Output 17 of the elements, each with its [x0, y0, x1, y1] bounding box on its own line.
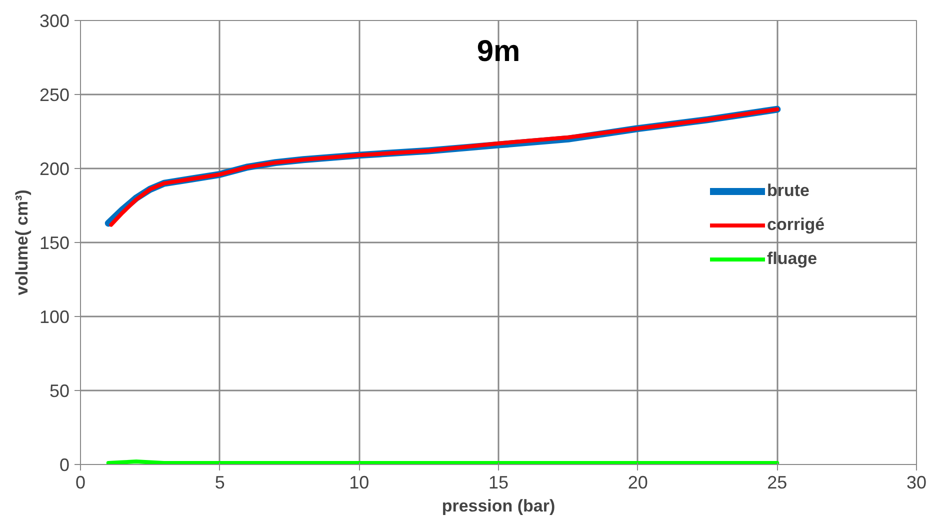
- y-tick-label: 0: [59, 455, 70, 475]
- y-tick-label: 50: [49, 381, 70, 401]
- y-tick-label: 200: [39, 159, 70, 179]
- y-tick-label: 300: [39, 11, 70, 31]
- y-tick-label: 250: [39, 85, 70, 105]
- y-tick-label: 100: [39, 307, 70, 327]
- text: 9m: [476, 35, 520, 68]
- y-axis-title: volume( cm³): [12, 190, 32, 296]
- x-tick-label: 20: [628, 472, 648, 492]
- x-tick-label: 15: [488, 472, 509, 492]
- y-tick-label: 150: [39, 233, 70, 253]
- x-tick-label: 5: [214, 472, 225, 492]
- x-tick-label: 10: [349, 472, 370, 492]
- x-tick-label: 30: [906, 472, 927, 492]
- x-tick-label: 0: [75, 472, 86, 492]
- x-tick-label: 25: [767, 472, 788, 492]
- x-axis-title: pression (bar): [442, 496, 556, 516]
